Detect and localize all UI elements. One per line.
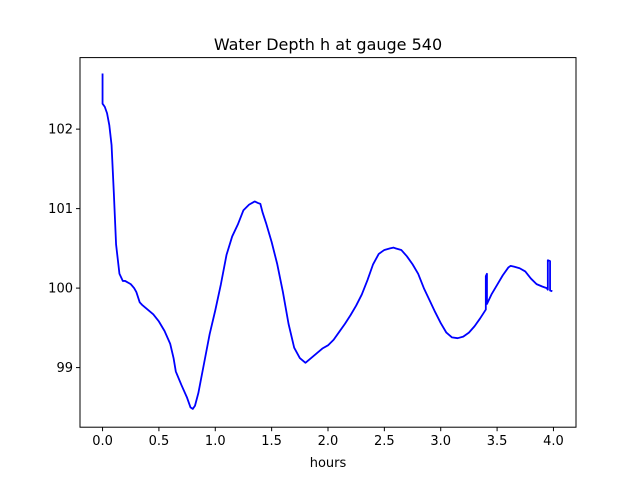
x-tick-label: 4.0 — [543, 434, 564, 449]
x-axis-ticks: 0.0 0.5 1.0 1.5 2.0 2.5 3.0 3.5 4.0 — [92, 427, 564, 449]
x-tick-label: 3.0 — [430, 434, 451, 449]
x-axis-label: hours — [310, 456, 347, 471]
y-tick-label: 100 — [48, 282, 73, 297]
y-axis-ticks: 99 100 101 102 — [48, 123, 80, 376]
y-tick-label: 99 — [56, 361, 73, 376]
x-tick-label: 2.5 — [374, 434, 395, 449]
y-tick-label: 102 — [48, 123, 73, 138]
x-tick-label: 0.5 — [149, 434, 170, 449]
x-tick-label: 1.0 — [205, 434, 226, 449]
x-tick-label: 3.5 — [487, 434, 508, 449]
chart-title: Water Depth h at gauge 540 — [214, 35, 442, 54]
plot-area — [101, 73, 553, 410]
y-tick-label: 101 — [48, 202, 73, 217]
x-tick-label: 0.0 — [92, 434, 113, 449]
series-line-0 — [101, 73, 553, 410]
x-tick-label: 1.5 — [261, 434, 282, 449]
x-tick-label: 2.0 — [318, 434, 339, 449]
